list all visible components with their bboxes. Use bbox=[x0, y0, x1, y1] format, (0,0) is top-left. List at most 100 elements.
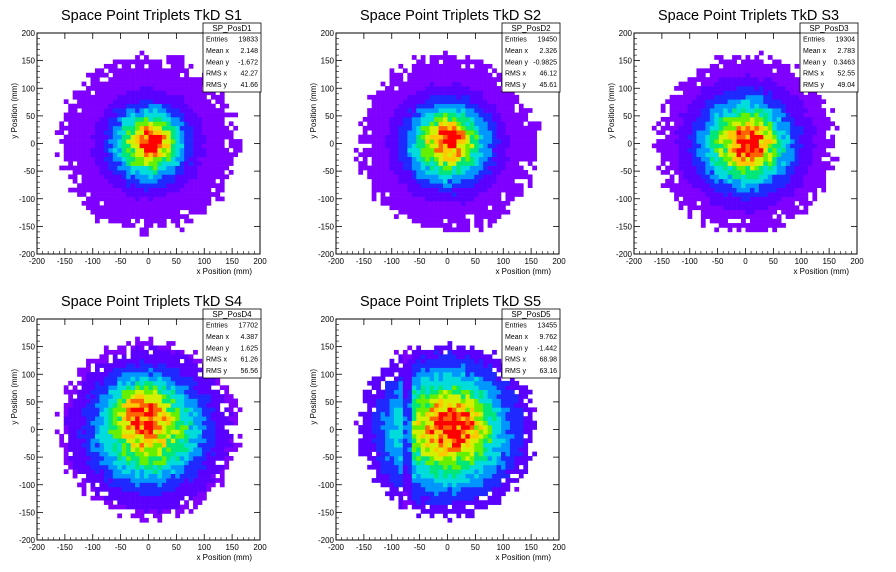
heatmap-cell bbox=[144, 389, 149, 395]
heatmap-cell bbox=[157, 156, 163, 162]
heatmap-cell bbox=[523, 174, 529, 180]
heatmap-cell bbox=[501, 187, 506, 193]
heatmap-cell bbox=[709, 134, 715, 140]
heatmap-cell bbox=[478, 192, 484, 197]
heatmap-cell bbox=[193, 112, 198, 118]
heatmap-cell bbox=[776, 139, 782, 144]
heatmap-cell bbox=[193, 94, 198, 100]
heatmap-cell bbox=[81, 407, 87, 413]
heatmap-cell bbox=[117, 99, 123, 105]
heatmap-cell bbox=[77, 170, 82, 175]
heatmap-cell bbox=[727, 81, 733, 87]
heatmap-cell bbox=[411, 156, 417, 162]
heatmap-cell bbox=[718, 200, 724, 206]
heatmap-cell bbox=[478, 139, 484, 144]
heatmap-cell bbox=[527, 108, 533, 113]
heatmap-cell bbox=[206, 174, 212, 180]
heatmap-cell bbox=[821, 108, 827, 113]
heatmap-cell bbox=[407, 139, 413, 144]
heatmap-cell bbox=[99, 398, 105, 404]
heatmap-cell bbox=[126, 218, 131, 224]
heatmap-cell bbox=[144, 68, 149, 74]
heatmap-cell bbox=[81, 192, 87, 197]
heatmap-cell bbox=[112, 473, 118, 479]
heatmap-cell bbox=[108, 121, 114, 127]
heatmap-cell bbox=[81, 398, 87, 404]
heatmap-cell bbox=[434, 55, 439, 60]
heatmap-cell bbox=[170, 196, 176, 202]
heatmap-cell bbox=[358, 134, 364, 140]
heatmap-cell bbox=[103, 469, 109, 474]
heatmap-cell bbox=[175, 416, 181, 421]
heatmap-cell bbox=[139, 77, 145, 82]
heatmap-cell bbox=[188, 425, 194, 430]
heatmap-cell bbox=[161, 183, 167, 188]
heatmap-cell bbox=[380, 134, 386, 140]
heatmap-cell bbox=[161, 165, 167, 171]
heatmap-cell bbox=[496, 214, 502, 219]
heatmap-cell bbox=[443, 86, 448, 91]
heatmap-cell bbox=[90, 200, 96, 206]
heatmap-cell bbox=[103, 394, 109, 399]
heatmap-cell bbox=[112, 192, 118, 197]
heatmap-cell bbox=[197, 425, 203, 430]
heatmap-cell bbox=[99, 402, 105, 408]
heatmap-cell bbox=[99, 385, 105, 391]
heatmap-cell bbox=[393, 77, 399, 82]
heatmap-cell bbox=[219, 456, 225, 461]
heatmap-cell bbox=[72, 90, 78, 96]
heatmap-cell bbox=[451, 143, 457, 149]
heatmap-cell bbox=[188, 486, 194, 492]
heatmap-cell bbox=[754, 218, 760, 224]
heatmap-cell bbox=[170, 473, 176, 479]
heatmap-cell bbox=[193, 200, 198, 206]
heatmap-cell bbox=[745, 63, 751, 69]
heatmap-cell bbox=[72, 438, 78, 444]
heatmap-cell bbox=[144, 125, 149, 131]
heatmap-cell bbox=[219, 429, 225, 435]
heatmap-cell bbox=[99, 425, 105, 430]
heatmap-cell bbox=[170, 108, 176, 113]
heatmap-cell bbox=[683, 187, 688, 193]
heatmap-cell bbox=[723, 86, 728, 91]
heatmap-cell bbox=[411, 108, 417, 113]
heatmap-cell bbox=[749, 205, 755, 211]
heatmap-cell bbox=[714, 200, 720, 206]
heatmap-cell bbox=[99, 90, 105, 96]
heatmap-cell bbox=[184, 504, 189, 510]
heatmap-cell bbox=[674, 112, 679, 118]
heatmap-cell bbox=[215, 99, 221, 105]
heatmap-cell bbox=[215, 438, 221, 444]
heatmap-cell bbox=[148, 456, 154, 461]
heatmap-cell bbox=[438, 68, 444, 74]
heatmap-cell bbox=[148, 402, 154, 408]
heatmap-cell bbox=[492, 130, 497, 135]
heatmap-cell bbox=[727, 152, 733, 158]
heatmap-cell bbox=[210, 183, 216, 188]
heatmap-cell bbox=[54, 152, 60, 158]
heatmap-cell bbox=[767, 200, 773, 206]
heatmap-cell bbox=[117, 152, 123, 158]
heatmap-cell bbox=[362, 156, 368, 162]
heatmap-cell bbox=[727, 196, 733, 202]
heatmap-cell bbox=[705, 143, 711, 149]
heatmap-cell bbox=[161, 433, 167, 439]
heatmap-cell bbox=[184, 152, 189, 158]
heatmap-cell bbox=[197, 420, 203, 426]
heatmap-cell bbox=[709, 218, 715, 224]
heatmap-cell bbox=[215, 447, 221, 452]
heatmap-cell bbox=[161, 398, 167, 404]
heatmap-cell bbox=[148, 59, 154, 65]
heatmap-cell bbox=[170, 90, 176, 96]
heatmap-cell bbox=[812, 165, 818, 171]
heatmap-cell bbox=[219, 116, 225, 122]
heatmap-cell bbox=[228, 416, 234, 421]
heatmap-cell bbox=[687, 183, 693, 188]
heatmap-cell bbox=[447, 205, 453, 211]
heatmap-cell bbox=[429, 116, 435, 122]
heatmap-cell bbox=[157, 456, 163, 461]
heatmap-cell bbox=[434, 174, 439, 180]
heatmap-cell bbox=[179, 156, 185, 162]
heatmap-cell bbox=[447, 99, 453, 105]
heatmap-cell bbox=[402, 178, 408, 184]
